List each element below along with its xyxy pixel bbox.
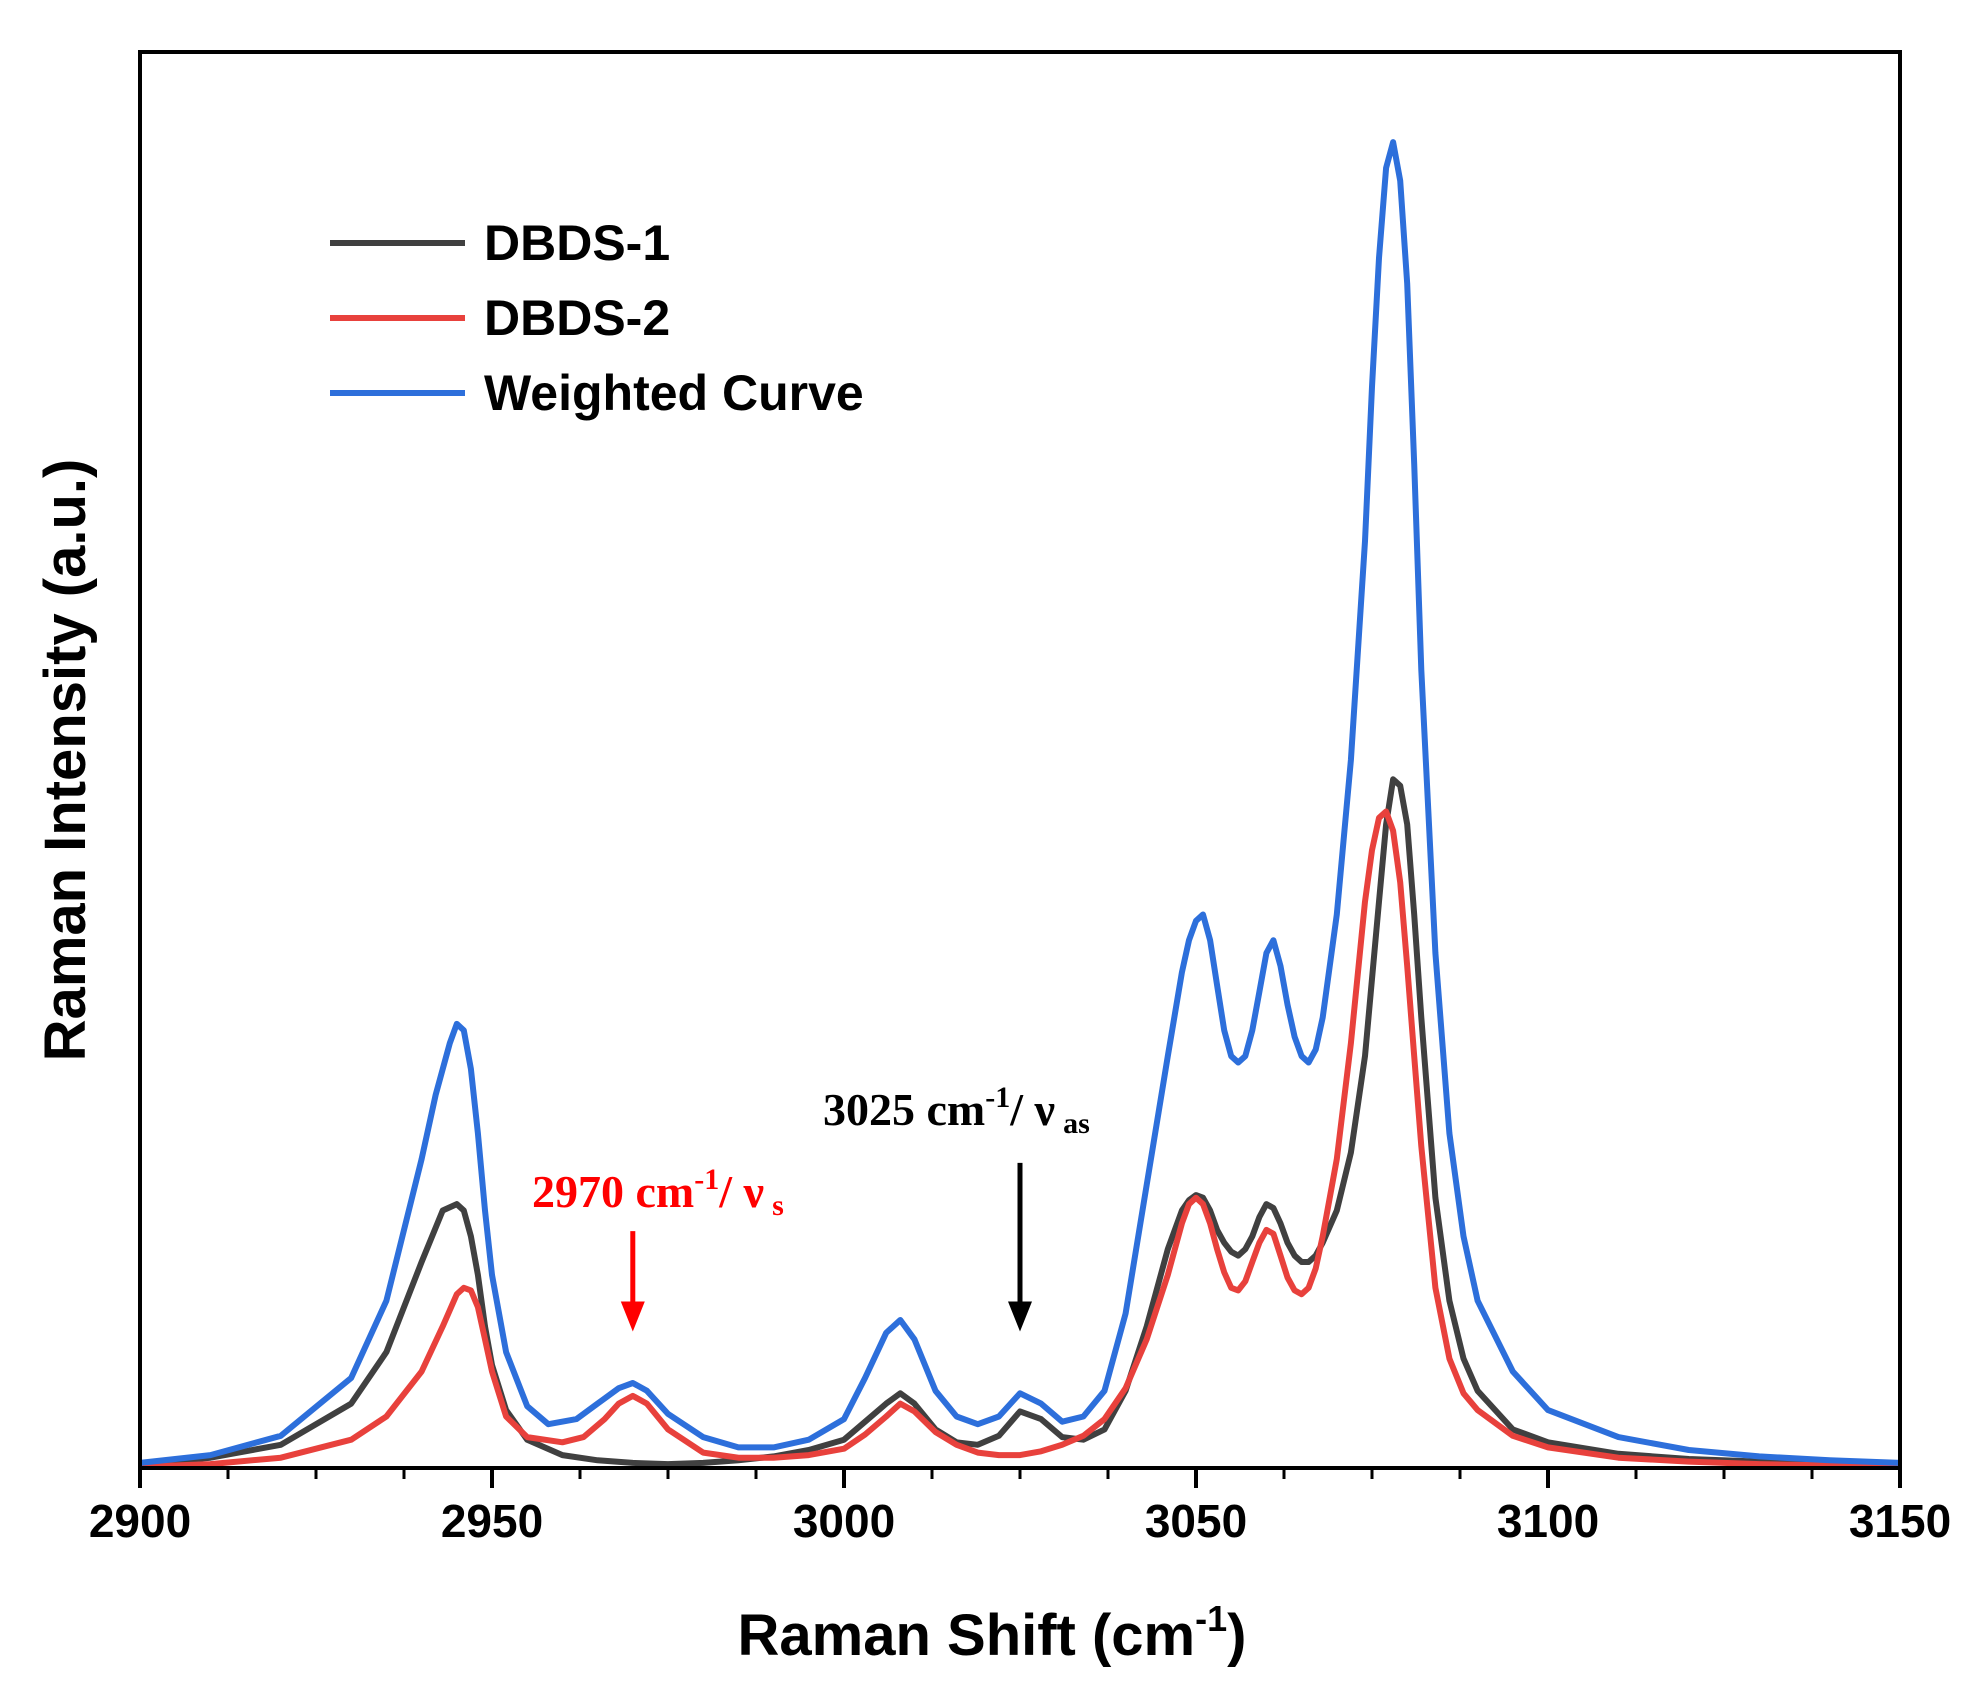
legend-label-dbds-2: DBDS-2 bbox=[484, 290, 670, 346]
series-line-dbds-2 bbox=[139, 808, 1901, 1470]
y-axis-title: Raman Intensity (a.u.) bbox=[33, 459, 98, 1062]
legend-label-dbds-1: DBDS-1 bbox=[484, 215, 670, 271]
annotation-2970-arrow-head bbox=[620, 1301, 645, 1332]
annotation-3025-arrow-head bbox=[1008, 1301, 1032, 1332]
x-tick-label-2950: 2950 bbox=[441, 1495, 543, 1547]
x-tick-label-2900: 2900 bbox=[89, 1495, 191, 1547]
x-axis-tick-labels: 2900 2950 3000 3050 3100 3150 bbox=[89, 1495, 1951, 1547]
annotation-3025-label: 3025 cm-1/ ν as bbox=[823, 1081, 1090, 1140]
annotation-3025: 3025 cm-1/ ν as bbox=[823, 1081, 1090, 1332]
legend-label-weighted-curve: Weighted Curve bbox=[484, 365, 864, 421]
x-axis-title-end: ) bbox=[1227, 1603, 1246, 1668]
x-tick-label-3150: 3150 bbox=[1849, 1495, 1951, 1547]
x-tick-label-3100: 3100 bbox=[1497, 1495, 1599, 1547]
x-axis-title-sup: -1 bbox=[1195, 1598, 1227, 1639]
x-tick-label-3000: 3000 bbox=[793, 1495, 895, 1547]
x-tick-label-3050: 3050 bbox=[1145, 1495, 1247, 1547]
legend: DBDS-1 DBDS-2 Weighted Curve bbox=[330, 215, 864, 421]
x-axis-ticks bbox=[138, 1468, 1902, 1488]
series-layer bbox=[139, 139, 1901, 1470]
x-axis-title-main: Raman Shift (cm bbox=[738, 1603, 1196, 1668]
x-axis-title: Raman Shift (cm-1) bbox=[738, 1598, 1247, 1668]
series-line-weighted-curve bbox=[139, 139, 1901, 1466]
